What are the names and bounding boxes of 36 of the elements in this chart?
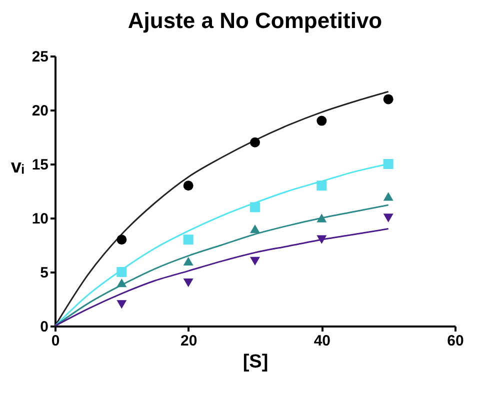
- point: [116, 234, 127, 245]
- point: [316, 180, 327, 191]
- point: [383, 214, 394, 222]
- point: [250, 202, 260, 212]
- y-axis-title: vᵢ: [10, 156, 24, 178]
- x-axis-title: [S]: [242, 352, 268, 372]
- point: [316, 214, 327, 222]
- point: [116, 300, 127, 309]
- x-tick-label: 60: [447, 332, 464, 350]
- x-tick-label: 20: [180, 332, 198, 350]
- point: [383, 159, 394, 169]
- point: [116, 278, 127, 288]
- point: [316, 235, 327, 244]
- point: [183, 234, 194, 245]
- point: [183, 278, 194, 288]
- point: [250, 256, 260, 266]
- point: [383, 94, 394, 104]
- point: [183, 256, 194, 266]
- y-tick-label: 10: [32, 210, 48, 228]
- y-tick-label: 15: [32, 156, 48, 174]
- y-tick-label: 20: [32, 102, 48, 120]
- line-series: [55, 90, 390, 326]
- point: [116, 267, 127, 277]
- line-series: [55, 228, 390, 326]
- point: [383, 192, 394, 201]
- y-tick-label: 0: [40, 318, 48, 336]
- point: [250, 224, 260, 234]
- point: [316, 116, 327, 126]
- y-tick-label: 5: [40, 264, 48, 282]
- line-series: [55, 204, 390, 326]
- chart-title: Ajuste a No Competitivo: [128, 8, 382, 33]
- point: [250, 137, 260, 148]
- x-tick-label: 40: [314, 332, 331, 350]
- y-tick-label: 25: [32, 48, 48, 66]
- x-tick-label: 0: [51, 332, 60, 350]
- point: [183, 180, 194, 191]
